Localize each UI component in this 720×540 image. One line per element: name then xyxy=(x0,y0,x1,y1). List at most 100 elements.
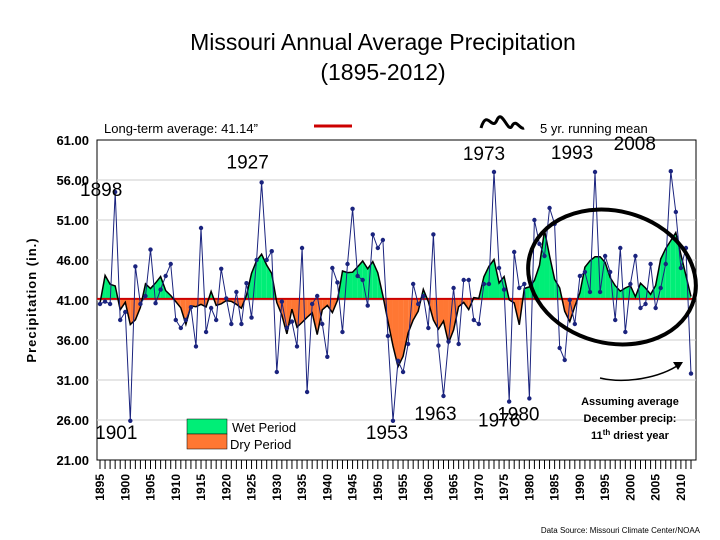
annual-point xyxy=(112,189,118,195)
annual-point xyxy=(138,301,143,307)
annual-point xyxy=(673,209,679,215)
annual-point xyxy=(567,297,572,303)
note-line2: December precip: xyxy=(584,413,677,425)
annual-point xyxy=(107,301,113,307)
annual-point xyxy=(173,317,178,323)
annual-point xyxy=(360,277,365,283)
annual-point xyxy=(577,273,583,279)
annual-point xyxy=(148,247,153,252)
x-tick-label: 1930 xyxy=(270,474,284,501)
annual-point xyxy=(350,206,355,211)
annual-point xyxy=(198,225,204,231)
annual-point xyxy=(355,273,360,279)
x-tick-label: 2005 xyxy=(649,474,663,501)
annual-point xyxy=(274,369,279,375)
annual-point xyxy=(294,344,300,349)
annual-point xyxy=(335,280,340,285)
annual-point xyxy=(208,305,214,311)
axis-ticks: 61.00 56.00 51.00 46.00 41.00 36.00 31.00 26.00… xyxy=(56,133,692,501)
dry-segment xyxy=(190,298,196,307)
annual-point xyxy=(315,293,320,299)
annual-point xyxy=(623,329,628,335)
annual-point xyxy=(224,296,229,301)
annual-point xyxy=(537,241,542,247)
annual-series-line xyxy=(99,171,692,421)
year-label: 2008 xyxy=(614,134,656,155)
wet-segment xyxy=(494,259,500,299)
average-legend-label: Long-term average: 41.14” xyxy=(104,121,258,136)
x-tick-label: 1975 xyxy=(497,474,511,501)
annual-point xyxy=(289,319,295,324)
y-tick-label: 46.00 xyxy=(56,253,89,268)
annual-point xyxy=(97,301,103,307)
x-tick-label: 1950 xyxy=(371,474,385,501)
annual-point xyxy=(158,287,163,292)
annual-point xyxy=(481,281,487,287)
annual-point xyxy=(259,180,264,185)
annual-point xyxy=(400,369,406,375)
annual-point xyxy=(562,357,567,363)
wet-segment xyxy=(362,260,368,299)
x-tick-label: 1900 xyxy=(118,474,132,501)
y-tick-label: 56.00 xyxy=(56,173,89,188)
annual-point xyxy=(299,245,305,251)
wet-segment xyxy=(534,265,540,299)
annual-point xyxy=(547,205,552,211)
annual-point xyxy=(436,343,441,348)
x-tick-label: 1935 xyxy=(295,474,309,501)
wet-segment xyxy=(539,230,545,299)
annual-point xyxy=(188,305,194,310)
annual-point xyxy=(517,285,522,291)
annual-point xyxy=(582,269,588,275)
annual-point xyxy=(340,329,345,335)
annual-point xyxy=(456,341,461,347)
annual-point xyxy=(213,317,219,323)
annual-point xyxy=(607,269,613,275)
annual-point xyxy=(421,293,426,299)
annual-point xyxy=(123,309,128,315)
annual-point xyxy=(476,321,482,327)
wet-segment xyxy=(261,254,267,299)
annual-point xyxy=(168,261,173,267)
annual-point xyxy=(320,321,325,327)
y-tick-label: 21.00 xyxy=(56,453,89,468)
annual-point xyxy=(426,325,431,331)
x-tick-label: 1905 xyxy=(144,474,158,501)
annual-point xyxy=(638,305,643,311)
x-tick-label: 1960 xyxy=(421,474,435,501)
year-label: 1980 xyxy=(497,404,539,425)
year-label: 1901 xyxy=(95,423,137,444)
wet-legend-swatch xyxy=(186,418,228,435)
annual-point xyxy=(587,289,593,295)
running-mean-legend-swatch xyxy=(479,115,525,130)
running-mean-legend-label: 5 yr. running mean xyxy=(540,121,648,136)
x-tick-label: 1940 xyxy=(320,474,334,501)
annual-point xyxy=(330,265,335,271)
annual-point xyxy=(688,371,694,376)
annual-point xyxy=(309,301,315,307)
annual-point xyxy=(264,257,269,263)
dry-legend-label: Dry Period xyxy=(230,437,291,452)
annual-point xyxy=(486,281,492,287)
running-mean-line xyxy=(99,230,692,369)
year-label: 1976 xyxy=(478,411,520,432)
annual-point xyxy=(446,339,451,344)
wet-segment xyxy=(347,272,353,299)
x-tick-label: 1970 xyxy=(472,474,486,501)
annual-point xyxy=(618,245,623,251)
year-label: 1953 xyxy=(366,423,408,444)
x-tick-label: 1965 xyxy=(447,474,461,501)
annual-point xyxy=(143,293,148,299)
annual-point xyxy=(375,245,381,251)
annual-point xyxy=(193,344,199,349)
annual-point xyxy=(678,265,684,271)
wet-segment xyxy=(549,256,555,299)
wet-segment xyxy=(680,254,686,299)
annual-point xyxy=(345,261,350,267)
wet-legend-label: Wet Period xyxy=(232,420,296,435)
annual-point xyxy=(597,289,603,295)
annual-point xyxy=(451,285,456,291)
dry-segment xyxy=(443,298,449,344)
annual-point xyxy=(118,317,123,323)
